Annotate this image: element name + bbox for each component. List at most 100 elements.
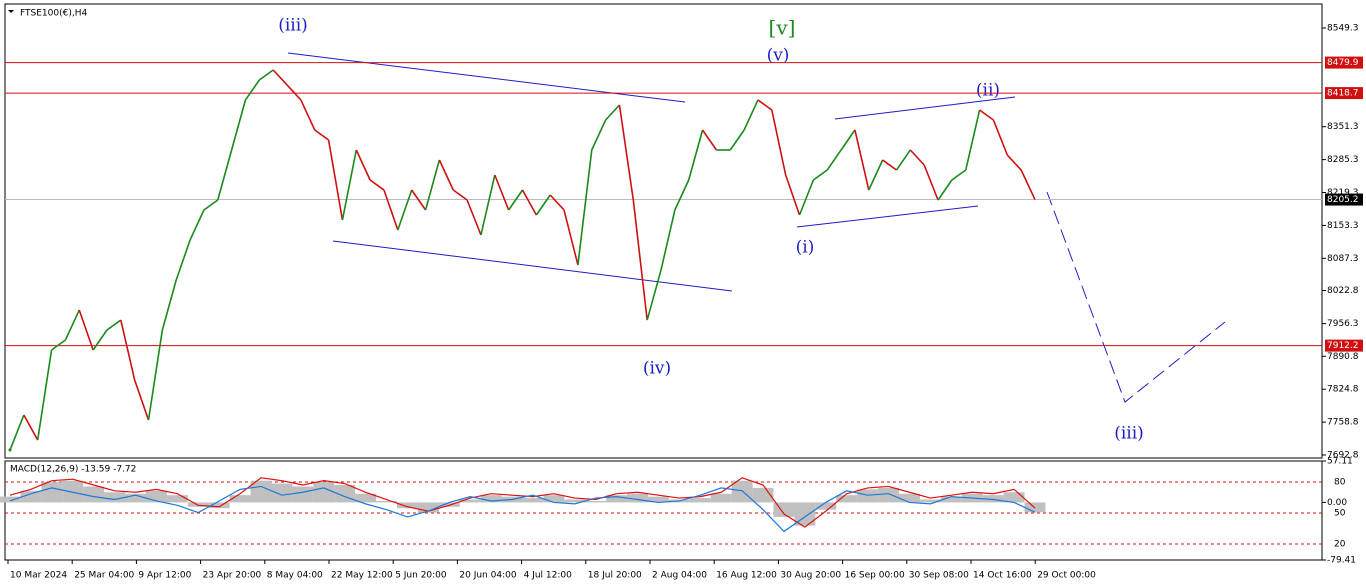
histogram-bar [104,492,126,503]
x-tick-label: 10 Mar 2024 [10,571,67,581]
wave-label: (iii) [1114,424,1144,444]
y-tick-label: 8153.3 [1327,221,1359,231]
level-label: 8418.7 [1327,89,1359,99]
histogram-bar [187,502,209,507]
histogram-bar [836,495,858,503]
histogram-bar [940,496,962,503]
x-tick-label: 9 Apr 12:00 [138,571,191,581]
price-segment [674,179,690,211]
y-tick-label: -79.41 [1327,556,1356,566]
y2-tick-label: 50 [1334,508,1346,518]
price-segment [36,349,53,441]
price-segment [701,129,718,151]
level-label: 8479.9 [1327,58,1359,68]
price-segment [92,329,108,351]
histogram-bar [899,493,920,503]
wave-label: (i) [796,238,815,258]
x-tick-label: 16 Sep 00:00 [845,571,905,581]
price-segment [51,339,66,351]
price-segment [23,414,39,441]
price-segment [992,119,1009,156]
trend-line [287,52,686,103]
x-tick-label: 22 May 12:00 [331,571,393,581]
price-segment [286,84,302,101]
price-segment [189,209,205,241]
histogram-bar [459,499,481,503]
price-segment [632,199,648,321]
x-tick-label: 2 Aug 04:00 [652,571,707,581]
y-tick-label: 8022.8 [1327,286,1359,296]
histogram-bar [648,496,669,503]
price-segment [646,269,662,321]
price-segment [106,319,122,331]
wave-label: (v) [767,46,790,66]
main-frame [4,3,1323,459]
price-segment [466,199,482,236]
price-segment [452,189,468,201]
price-segment [230,99,247,151]
price-segment [78,309,94,351]
histogram-bar [606,495,628,503]
y-tick-label: 0.00 [1327,498,1347,508]
x-tick-label: 25 Mar 04:00 [74,571,134,581]
price-segment [438,159,454,191]
price-segment [923,164,939,201]
x-tick-label: 23 Apr 20:00 [203,571,262,581]
price-segment [424,159,441,211]
trend-line [796,205,979,228]
histogram-bar [689,498,711,503]
price-segment [882,159,897,171]
price-segment [355,149,371,181]
histogram-bar [857,489,879,503]
macd-frame [4,460,1323,561]
price-segment [507,189,524,211]
x-tick-label: 4 Jul 12:00 [524,571,573,581]
price-segment [798,179,815,216]
histogram-bar [543,495,565,503]
price-segment [979,109,994,121]
price-segment [868,159,884,191]
histogram-bar [585,500,607,503]
histogram-bar [166,495,188,503]
histogram-bar [480,495,502,503]
x-tick-label: 30 Sep 08:00 [909,571,969,581]
price-segment [383,189,399,231]
x-tick-label: 20 Jun 04:00 [459,571,516,581]
y-tick-label: 8351.3 [1327,122,1359,132]
price-segment [937,179,953,201]
price-segment [591,119,607,151]
price-segment [964,109,981,171]
level-label: 7912.2 [1327,341,1359,351]
histogram-bar [313,482,335,503]
wave-label: (ii) [976,81,1000,101]
histogram-bar [1003,492,1025,503]
price-segment [577,149,593,266]
histogram-bar [83,486,105,503]
trend-line [834,96,1016,120]
price-segment [272,69,288,86]
price-segment [120,319,136,381]
histogram-bar [0,496,21,503]
level-tag [1325,339,1363,352]
x-tick-label: 5 Jun 20:00 [395,571,447,581]
price-segment [618,104,635,201]
histogram-bar [919,499,941,503]
histogram-bar [438,502,460,507]
histogram-bar [355,493,377,503]
price-segment [314,129,330,141]
histogram-bar [125,493,146,503]
histogram-bar [20,490,42,503]
histogram-bar [982,495,1004,503]
price-segment [895,149,911,171]
price-segment [854,129,870,191]
y-tick-label: 8549.3 [1327,23,1359,33]
price-segment [840,129,856,151]
price-segment [327,139,344,221]
y-tick-label: 8285.3 [1327,155,1359,165]
histogram-bar [250,480,272,503]
y-tick-label: 57.11 [1327,457,1353,467]
level-tag [1325,56,1363,69]
price-segment [216,149,233,201]
